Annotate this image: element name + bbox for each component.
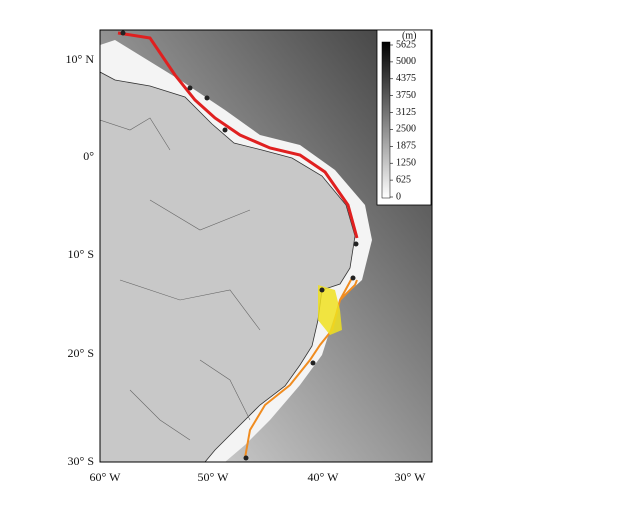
- colorbar-tick-label: 2500: [396, 124, 416, 135]
- colorbar-tick-label: 0: [396, 191, 401, 202]
- colorbar-tick-label: 1250: [396, 158, 416, 169]
- lon-label: 40° W: [308, 470, 340, 484]
- colorbar-unit: (m): [402, 30, 416, 41]
- lon-label: 60° W: [90, 470, 122, 484]
- lat-label: 10° S: [68, 247, 94, 261]
- colorbar-tick-label: 3750: [396, 90, 416, 101]
- land: [100, 71, 356, 462]
- lon-label: 30° W: [395, 470, 427, 484]
- lat-label: 0°: [83, 149, 94, 163]
- colorbar-tick-label: 625: [396, 174, 411, 185]
- colorbar: (m) 0 625 1250 1875 2500 3125 3750 4375 5000 5625: [376, 29, 432, 206]
- lat-label: 30° S: [68, 454, 94, 468]
- lat-label: 10° N: [66, 52, 95, 66]
- lat-label: 20° S: [68, 346, 94, 360]
- colorbar-tick-label: 4375: [396, 73, 416, 84]
- lon-label: 50° W: [198, 470, 230, 484]
- colorbar-scale: [381, 41, 391, 199]
- colorbar-tick-label: 5000: [396, 56, 416, 67]
- red-track: [117, 31, 359, 239]
- colorbar-tick-label: 1875: [396, 141, 416, 152]
- map-frame: [99, 29, 433, 463]
- borders: [100, 117, 261, 441]
- colorbar-tick-label: 5625: [396, 39, 416, 50]
- points: [120, 30, 359, 461]
- yellow-track: [318, 285, 342, 335]
- colorbar-tick-label: 3125: [396, 107, 416, 118]
